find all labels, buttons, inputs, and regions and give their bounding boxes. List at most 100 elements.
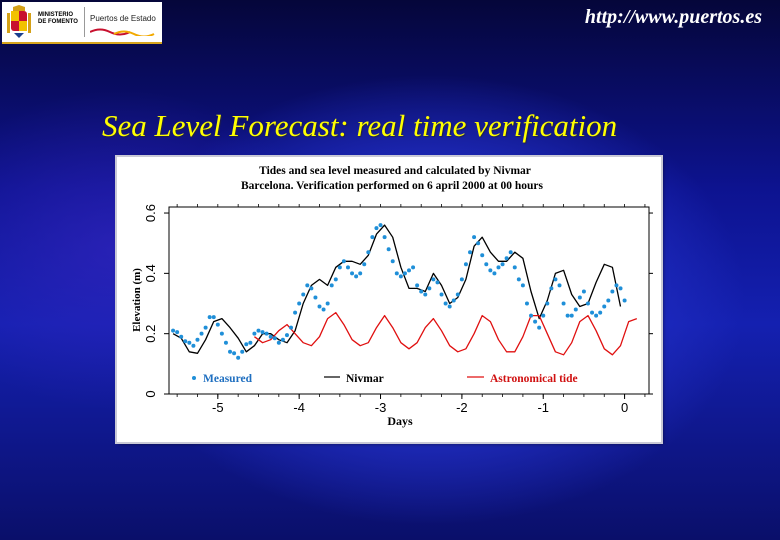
- legend-measured-marker: [192, 376, 196, 380]
- series-measured-point: [219, 331, 224, 336]
- series-measured-point: [549, 286, 554, 291]
- series-measured-point: [451, 298, 456, 303]
- coat-of-arms-icon: [7, 5, 31, 38]
- slide-title: Sea Level Forecast: real time verificati…: [102, 108, 618, 143]
- x-axis-ticks: -5 -4 -3 -2 -1 0: [176, 204, 646, 415]
- series-measured-point: [463, 262, 468, 267]
- series-measured-point: [268, 334, 273, 339]
- series-measured-point: [423, 292, 428, 297]
- series-measured-point: [573, 307, 578, 312]
- series-measured-point: [565, 313, 570, 318]
- series-measured-point: [215, 322, 220, 327]
- series-measured-point: [398, 274, 403, 279]
- series-measured-point: [407, 268, 411, 273]
- x-tick-label: -1: [537, 400, 549, 415]
- series-measured-point: [309, 286, 314, 291]
- series-measured-point: [256, 328, 261, 333]
- series-measured-point: [293, 310, 298, 315]
- series-measured-point: [305, 283, 310, 288]
- series-measured-point: [394, 271, 399, 276]
- series-measured-point: [529, 313, 534, 318]
- series-measured-point: [614, 283, 619, 288]
- series-measured-point: [468, 250, 473, 255]
- series-measured-point: [345, 265, 350, 270]
- chart-panel: Tides and sea level measured and calcula…: [117, 157, 661, 442]
- series-measured-point: [488, 268, 493, 273]
- series-measured-point: [354, 274, 359, 279]
- series-measured-point: [284, 333, 289, 338]
- series-measured-point: [419, 289, 424, 294]
- series-measured-point: [272, 336, 277, 341]
- series-measured-point: [606, 298, 611, 303]
- ministry-name: MINISTERIO DE FOMENTO: [38, 12, 78, 26]
- series-measured-point: [183, 339, 188, 344]
- series-measured-point: [191, 343, 196, 348]
- series-measured-point: [602, 304, 607, 309]
- plot-area-frame: [168, 206, 650, 395]
- series-measured-point: [427, 286, 432, 291]
- series-measured-point: [276, 340, 281, 345]
- series-astronomical-tide-line: [254, 311, 638, 356]
- series-measured-point: [492, 271, 497, 276]
- series-measured-point: [350, 271, 355, 276]
- series-measured-point: [207, 315, 212, 320]
- series-measured-point: [447, 304, 452, 309]
- series-measured-point: [443, 301, 448, 306]
- series-measured-point: [223, 340, 228, 345]
- series-measured-point: [386, 247, 391, 252]
- series-measured-point: [598, 310, 603, 315]
- series-measured-point: [244, 342, 249, 347]
- series-measured-point: [577, 295, 582, 300]
- x-tick-label: -2: [456, 400, 468, 415]
- ministry-logo-panel: MINISTERIO DE FOMENTO Puertos de Estado: [2, 2, 162, 44]
- x-tick-label: 0: [621, 400, 628, 415]
- series-measured-point: [415, 283, 420, 288]
- logo-divider: [84, 7, 85, 37]
- series-measured-point: [618, 286, 623, 291]
- chart-series: [171, 223, 638, 360]
- series-measured-point: [341, 259, 346, 264]
- series-measured-point: [553, 277, 558, 282]
- series-measured-point: [569, 313, 574, 318]
- series-measured-point: [199, 331, 204, 336]
- series-measured-point: [472, 235, 477, 240]
- series-measured-point: [366, 250, 371, 255]
- series-measured-point: [362, 262, 367, 267]
- ministry-line-2: DE FOMENTO: [38, 19, 78, 25]
- brand-wave-icon: [90, 28, 155, 36]
- series-measured-point: [325, 301, 330, 306]
- series-measured-point: [228, 349, 233, 354]
- series-measured-point: [232, 351, 237, 356]
- series-measured-point: [329, 283, 334, 288]
- series-measured-point: [203, 325, 208, 330]
- x-tick-label: -4: [293, 400, 305, 415]
- series-measured-point: [333, 277, 338, 282]
- series-measured-point: [195, 337, 200, 342]
- series-measured-point: [594, 313, 599, 318]
- x-tick-label: -3: [375, 400, 387, 415]
- sea-level-chart: Tides and sea level measured and calcula…: [131, 165, 653, 428]
- series-measured-point: [321, 307, 326, 312]
- series-measured-point: [480, 253, 485, 258]
- series-measured-point: [171, 328, 176, 333]
- y-tick-label: 0: [143, 390, 158, 397]
- series-measured-point: [264, 331, 269, 336]
- series-measured-point: [610, 289, 615, 294]
- series-measured-point: [545, 301, 550, 306]
- y-axis-label: Elevation (m): [131, 268, 143, 332]
- series-measured-point: [508, 250, 513, 255]
- series-measured-point: [260, 330, 265, 335]
- series-measured-point: [516, 277, 521, 282]
- series-measured-point: [240, 349, 245, 354]
- series-measured-point: [496, 265, 501, 270]
- series-measured-point: [402, 271, 407, 276]
- legend-measured-label: Measured: [203, 373, 253, 385]
- website-url[interactable]: http://www.puertos.es: [584, 6, 762, 28]
- ministry-line-1: MINISTERIO: [38, 12, 74, 18]
- legend-astro-label: Astronomical tide: [490, 373, 578, 385]
- series-measured-point: [252, 331, 257, 336]
- series-measured-point: [590, 310, 595, 315]
- series-measured-point: [313, 295, 318, 300]
- series-measured-point: [297, 301, 302, 306]
- legend-nivmar-label: Nivmar: [346, 373, 384, 385]
